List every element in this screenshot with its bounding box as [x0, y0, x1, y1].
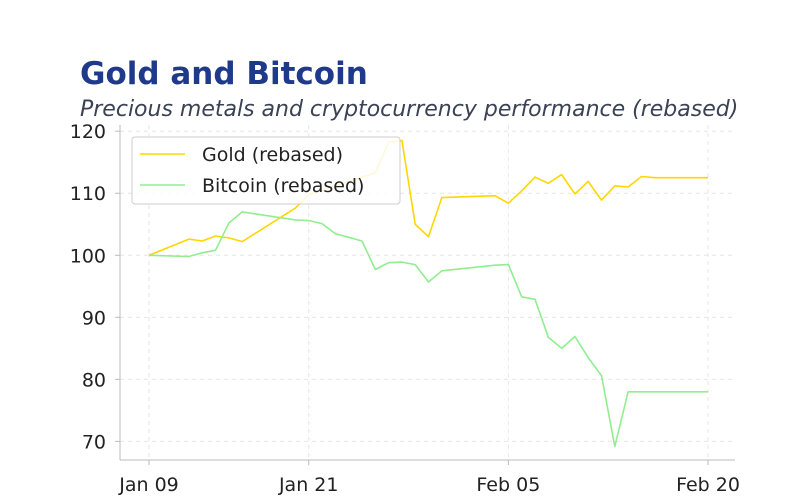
- x-tick-label: Jan 09: [118, 474, 179, 496]
- y-tick-label: 100: [70, 245, 106, 267]
- grid: [120, 125, 735, 460]
- series-line-gold: [148, 139, 708, 257]
- x-tick-label: Feb 20: [676, 474, 740, 496]
- y-tick-label: 120: [70, 121, 106, 143]
- axes: 70 80 90 100 110 120 Jan 09 Jan 21 Feb 05 Feb 20: [70, 121, 740, 496]
- y-tick-label: 80: [82, 369, 106, 391]
- legend-label: Gold (rebased): [202, 144, 343, 166]
- y-tick-label: 110: [70, 183, 106, 205]
- legend-label: Bitcoin (rebased): [202, 175, 364, 197]
- legend: Gold (rebased) Bitcoin (rebased): [131, 136, 401, 205]
- x-tick-label: Feb 05: [476, 474, 540, 496]
- chart-title: Gold and Bitcoin: [80, 56, 368, 92]
- chart-subtitle: Precious metals and cryptocurrency perfo…: [80, 97, 739, 122]
- y-tick-label: 90: [82, 307, 106, 329]
- series-line-bitcoin: [148, 211, 708, 448]
- x-tick-label: Jan 21: [278, 474, 339, 496]
- y-tick-label: 70: [82, 431, 106, 453]
- legend-box: [131, 136, 401, 205]
- series: [148, 139, 708, 448]
